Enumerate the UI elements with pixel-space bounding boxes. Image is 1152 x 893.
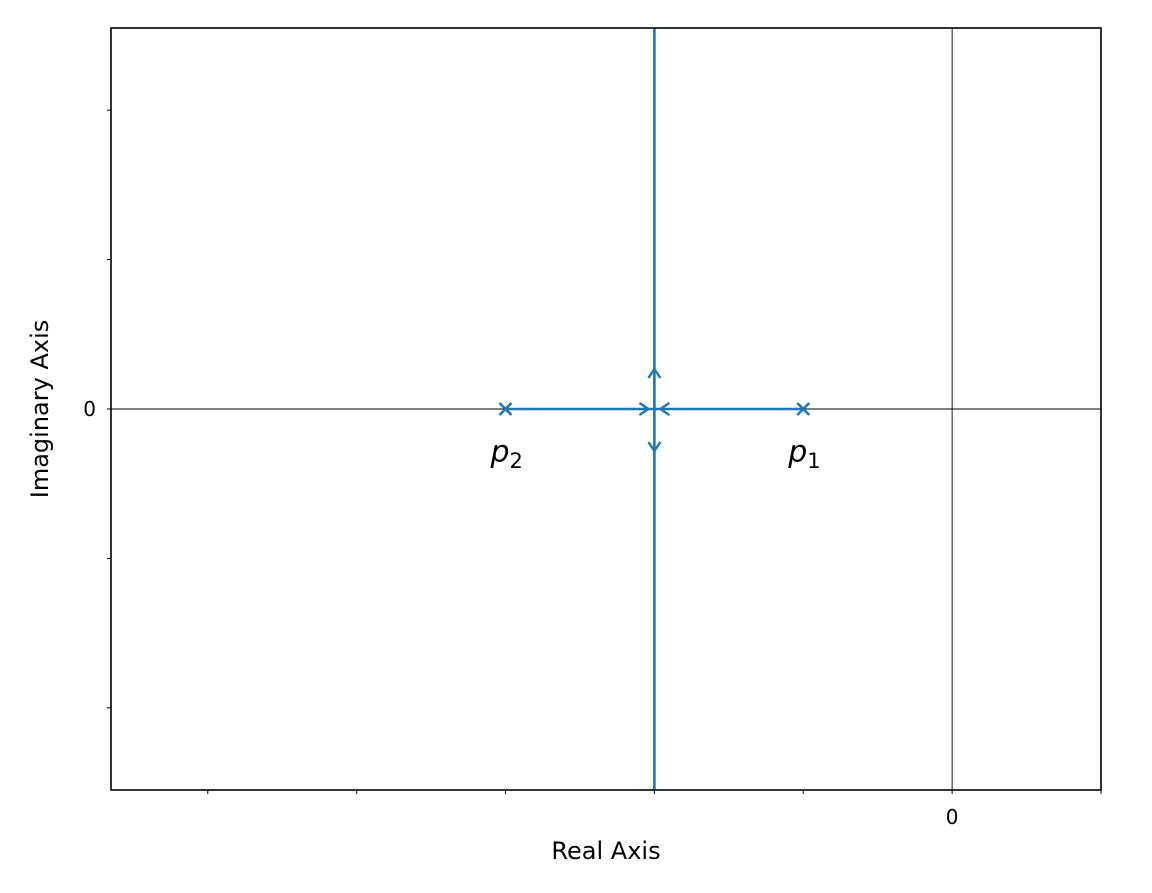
arrow-right: [638, 402, 651, 416]
pole-label-subscript: 2: [510, 449, 523, 473]
pole-label-p2: p2: [490, 435, 523, 473]
arrow-up: [647, 366, 662, 379]
pole-x-stroke: [498, 402, 513, 416]
arrow-down: [647, 441, 662, 454]
direction-arrows: [638, 366, 671, 454]
y-axis-ticks: 0: [83, 109, 111, 709]
poles: [498, 402, 811, 416]
x-tick-label: 0: [946, 805, 959, 829]
pole-marker-p1: [796, 402, 811, 416]
arrow-left: [658, 402, 671, 416]
pole-label-main: p: [490, 435, 510, 470]
pole-label-subscript: 1: [807, 449, 820, 473]
y-tick-label: 0: [83, 397, 96, 421]
pole-label-main: p: [787, 435, 807, 470]
pole-label-p1: p1: [787, 435, 820, 473]
x-axis-ticks: 0: [207, 790, 1102, 829]
locus-branches: [505, 28, 804, 790]
x-axis-label: Real Axis: [551, 837, 660, 865]
y-axis-label: Imaginary Axis: [26, 320, 54, 498]
pole-x-stroke: [796, 402, 811, 416]
pole-marker-p2: [498, 402, 513, 416]
